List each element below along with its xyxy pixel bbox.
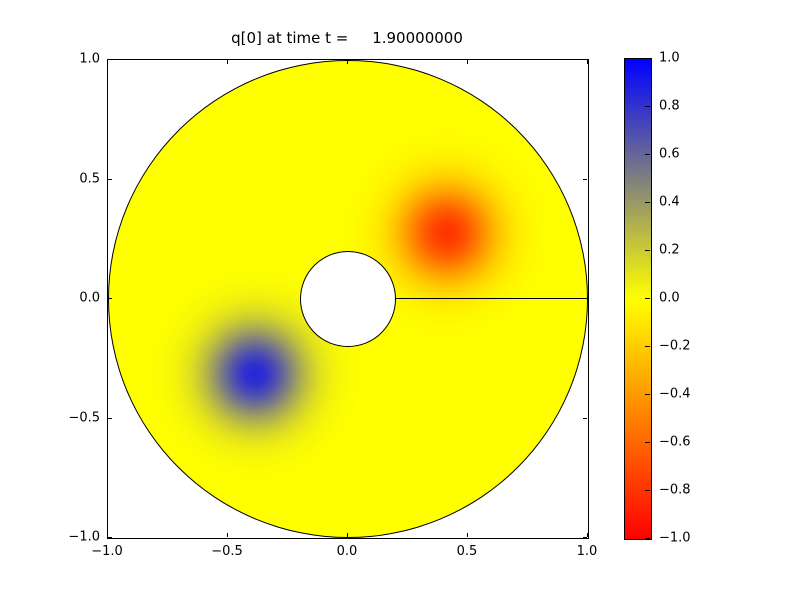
colorbar-tick-label: 0.2 <box>659 242 680 258</box>
y-tick-label: 1.0 <box>79 51 100 67</box>
grid-seam-line <box>396 298 588 300</box>
colorbar-tick-mark <box>645 106 650 107</box>
plot-title: q[0] at time t = 1.90000000 <box>231 29 463 47</box>
y-tick-label: 0.5 <box>79 171 100 186</box>
x-tick-mark-top <box>107 60 108 64</box>
colorbar-tick-mark <box>645 58 650 59</box>
x-tick-mark-bottom <box>227 533 228 537</box>
colorbar-tick-mark <box>645 442 650 443</box>
colorbar-tick-mark <box>645 490 650 491</box>
y-tick-mark-left <box>108 178 112 180</box>
colorbar-tick-label: −0.2 <box>659 338 691 354</box>
colorbar-tick-mark <box>645 250 650 251</box>
x-tick-label: 0.5 <box>456 544 478 559</box>
x-tick-mark-top <box>227 60 228 64</box>
x-tick-label: 1.0 <box>576 544 598 559</box>
y-tick-mark-right <box>583 298 587 299</box>
y-tick-label: −0.5 <box>68 410 100 425</box>
y-tick-mark-right <box>583 59 587 60</box>
x-tick-mark-bottom <box>107 533 108 537</box>
colorbar-tick-mark <box>645 202 650 203</box>
x-tick-mark-top <box>467 60 468 64</box>
colorbar-tick-mark <box>645 538 650 539</box>
colorbar-tick-label: 0.8 <box>659 98 680 114</box>
colorbar-tick-label: 1.0 <box>659 50 680 66</box>
x-tick-mark-bottom <box>347 533 348 537</box>
x-tick-label: 0.0 <box>336 544 358 559</box>
y-tick-mark-left <box>108 537 112 538</box>
y-tick-mark-left <box>108 417 112 419</box>
colorbar-tick-label: −0.6 <box>659 434 691 450</box>
colorbar-tick-label: 0.4 <box>659 194 680 210</box>
y-tick-label: −1.0 <box>68 529 100 545</box>
y-tick-mark-left <box>108 59 112 60</box>
colorbar-tick-mark <box>645 298 650 299</box>
x-tick-mark-top <box>587 60 588 64</box>
colorbar-tick-label: −0.8 <box>659 482 691 498</box>
colorbar-tick-label: −1.0 <box>659 530 691 546</box>
x-tick-label: −1.0 <box>91 544 123 559</box>
colorbar-tick-label: 0.6 <box>659 146 680 162</box>
y-tick-mark-right <box>583 178 587 180</box>
colorbar-tick-label: 0.0 <box>659 290 680 306</box>
colorbar-tick-mark <box>645 394 650 395</box>
colorbar <box>624 58 652 540</box>
x-tick-mark-bottom <box>587 533 588 537</box>
plot-axes <box>107 59 589 539</box>
y-tick-label: 0.0 <box>79 290 100 306</box>
y-tick-mark-left <box>108 298 112 299</box>
annulus-inner-hole <box>300 251 396 347</box>
y-tick-mark-right <box>583 537 587 538</box>
colorbar-tick-label: −0.4 <box>659 386 691 402</box>
x-tick-label: −0.5 <box>211 544 243 559</box>
x-tick-mark-top <box>347 60 348 64</box>
y-tick-mark-right <box>583 417 587 419</box>
colorbar-tick-mark <box>645 346 650 347</box>
colorbar-tick-mark <box>645 154 650 155</box>
x-tick-mark-bottom <box>467 533 468 537</box>
